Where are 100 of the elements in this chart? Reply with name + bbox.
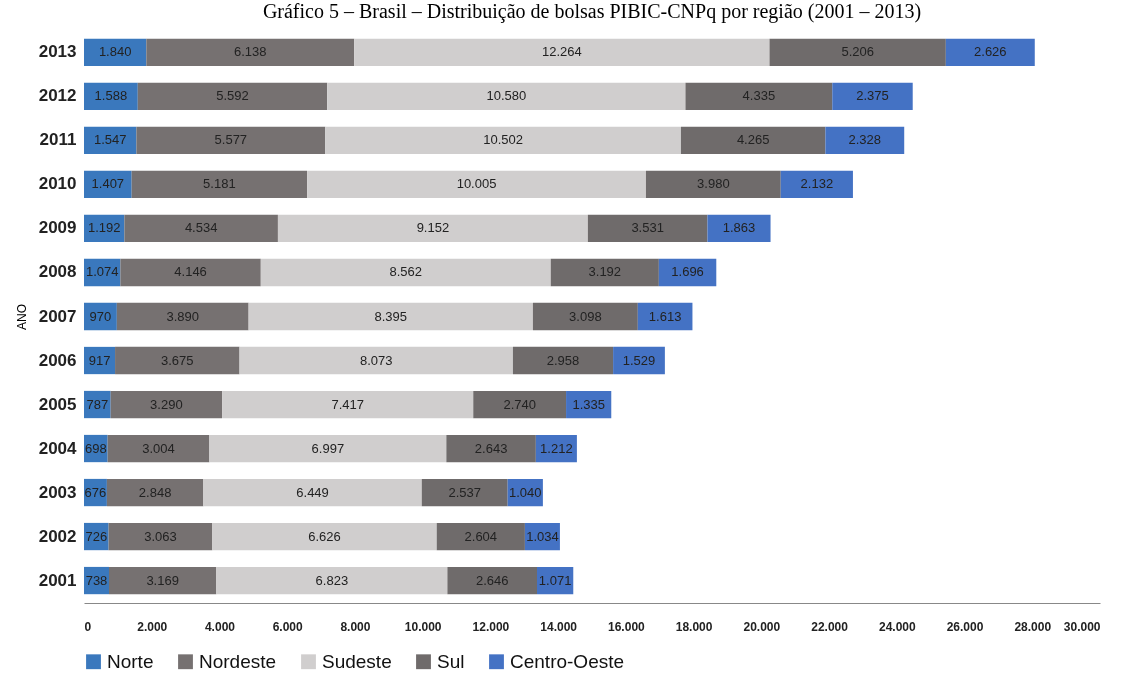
- data-label: 4.146: [174, 264, 207, 280]
- data-label: 917: [88, 352, 111, 368]
- data-label: 1.529: [622, 352, 656, 368]
- bar: [277, 214, 588, 243]
- data-label: 3.290: [150, 396, 183, 412]
- y-tick-label: 2004: [38, 438, 78, 458]
- x-tick-label: 6.000: [272, 619, 304, 634]
- x-tick-label: 18.000: [675, 619, 713, 634]
- data-label: 4.335: [742, 88, 776, 104]
- bar: [550, 258, 659, 287]
- x-tick-label: 2.000: [137, 619, 168, 634]
- bar: [108, 566, 217, 595]
- data-label: 1.074: [85, 264, 119, 280]
- legend-label: Centro-Oeste: [510, 650, 625, 672]
- y-tick-label: 2012: [38, 86, 77, 106]
- data-label: 1.863: [722, 220, 756, 236]
- data-label: 10.005: [456, 176, 497, 192]
- y-axis-title: ANO: [14, 303, 29, 331]
- bar: [248, 302, 533, 331]
- data-label: 1.547: [93, 132, 127, 148]
- data-label: 1.040: [509, 484, 542, 500]
- bar: [512, 346, 614, 375]
- data-label: 1.071: [538, 572, 572, 588]
- data-label: 10.580: [486, 88, 527, 104]
- data-label: 726: [85, 528, 108, 544]
- data-label: 7.417: [331, 396, 364, 412]
- data-label: 2.848: [138, 484, 172, 500]
- bar: [107, 434, 210, 463]
- data-label: 3.890: [166, 308, 199, 324]
- data-label: 1.034: [526, 528, 559, 544]
- y-tick-label: 2009: [38, 218, 77, 238]
- data-label: 2.643: [474, 440, 508, 456]
- x-tick-label: 8.000: [340, 619, 371, 634]
- bar: [108, 522, 213, 551]
- data-label: 787: [86, 396, 109, 412]
- data-label: 6.626: [308, 528, 341, 544]
- x-tick-label: 0: [84, 619, 92, 634]
- bar: [680, 126, 826, 155]
- data-label: 5.577: [214, 132, 248, 148]
- data-label: 738: [85, 572, 108, 588]
- bar: [447, 566, 537, 595]
- bar: [780, 170, 853, 199]
- data-label: 6.997: [311, 440, 345, 456]
- bar: [212, 522, 437, 551]
- data-label: 5.181: [203, 176, 236, 192]
- y-tick-label: 2007: [38, 306, 77, 326]
- data-label: 1.613: [648, 308, 682, 324]
- bar: [106, 478, 204, 507]
- bar: [136, 126, 326, 155]
- bar: [203, 478, 422, 507]
- data-label: 9.152: [416, 220, 450, 236]
- bar: [327, 82, 686, 111]
- data-label: 2.626: [974, 44, 1007, 60]
- bar: [436, 522, 525, 551]
- bar: [354, 38, 770, 67]
- data-label: 5.206: [841, 44, 874, 60]
- data-label: 1.407: [91, 176, 125, 192]
- bar: [532, 302, 638, 331]
- x-tick-label: 12.000: [472, 619, 510, 634]
- bar: [239, 346, 513, 375]
- data-label: 676: [84, 484, 107, 500]
- data-label: 970: [89, 308, 112, 324]
- bar: [307, 170, 646, 199]
- y-tick-label: 2008: [38, 262, 77, 282]
- bar: [473, 390, 567, 419]
- bar: [260, 258, 551, 287]
- x-tick-label: 28.000: [1014, 619, 1052, 634]
- data-label: 3.063: [144, 528, 177, 544]
- data-label: 3.169: [146, 572, 179, 588]
- bar: [769, 38, 946, 67]
- legend-label: Sudeste: [322, 650, 392, 672]
- data-label: 2.328: [848, 132, 882, 148]
- bar: [645, 170, 781, 199]
- x-tick-label: 14.000: [540, 619, 578, 634]
- x-tick-label: 4.000: [204, 619, 236, 634]
- data-label: 3.192: [588, 264, 622, 280]
- data-label: 1.840: [98, 44, 132, 60]
- bar: [707, 214, 771, 243]
- data-label: 2.740: [503, 396, 536, 412]
- data-label: 1.696: [671, 264, 704, 280]
- bar: [325, 126, 681, 155]
- bar: [146, 38, 355, 67]
- legend-label: Norte: [107, 650, 154, 672]
- data-label: 8.395: [374, 308, 408, 324]
- data-label: 4.265: [736, 132, 770, 148]
- data-label: 3.531: [631, 220, 664, 236]
- data-label: 5.592: [216, 88, 249, 104]
- data-label: 1.335: [572, 396, 605, 412]
- data-label: 6.449: [296, 484, 329, 500]
- bar: [685, 82, 833, 111]
- x-tick-label: 22.000: [811, 619, 849, 634]
- bar: [124, 214, 278, 243]
- bar: [421, 478, 508, 507]
- data-label: 3.004: [142, 440, 175, 456]
- data-label: 3.980: [697, 176, 730, 192]
- y-tick-label: 2002: [38, 526, 77, 546]
- data-label: 6.138: [233, 44, 267, 60]
- data-label: 12.264: [541, 44, 582, 60]
- bar: [110, 390, 223, 419]
- data-label: 10.502: [483, 132, 523, 148]
